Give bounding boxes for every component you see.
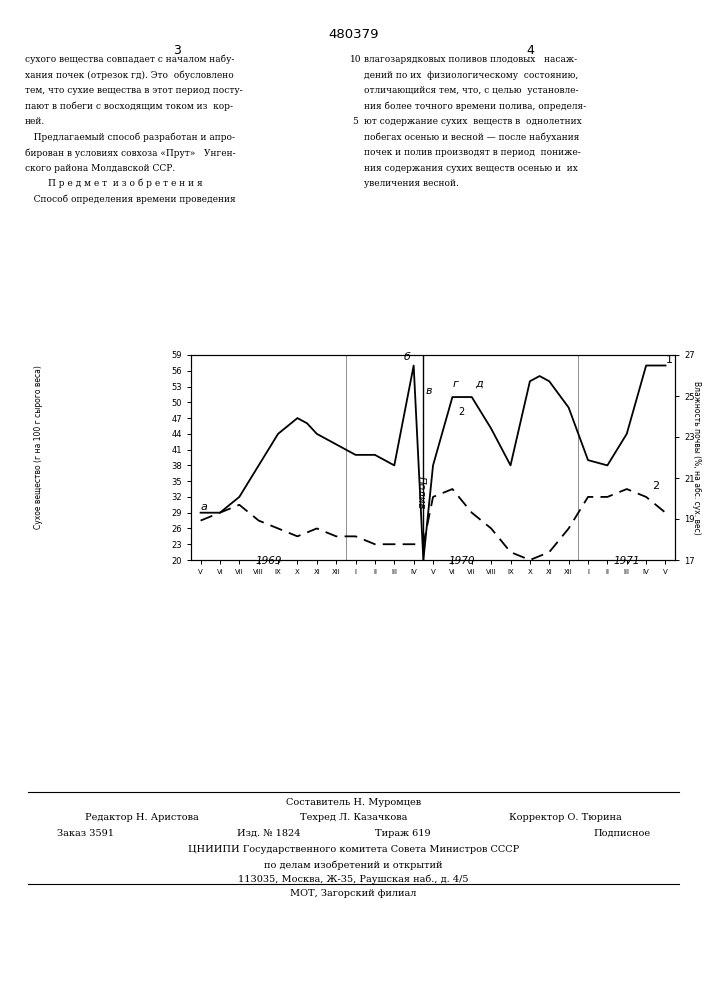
Text: 4: 4 [526,44,534,57]
Text: 2: 2 [652,481,659,491]
Text: ют содержание сухих  веществ в  однолетних: ют содержание сухих веществ в однолетних [364,117,582,126]
Text: хания почек (отрезок гд). Это  обусловлено: хания почек (отрезок гд). Это обусловлен… [25,70,233,80]
Text: 1971: 1971 [614,556,640,566]
Text: побегах осенью и весной — после набухания: побегах осенью и весной — после набухани… [364,133,580,142]
Text: 10: 10 [350,55,361,64]
Text: бирован в условиях совхоза «Прут»   Унген-: бирован в условиях совхоза «Прут» Унген- [25,148,235,157]
Text: ЦНИИПИ Государственного комитета Совета Министров СССР: ЦНИИПИ Государственного комитета Совета … [188,845,519,854]
Text: увеличения весной.: увеличения весной. [364,179,459,188]
Text: Заказ 3591: Заказ 3591 [57,829,114,838]
Text: г: г [452,379,458,389]
Text: Полив: Полив [416,476,426,510]
Text: 480379: 480379 [328,28,379,41]
Text: Способ определения времени проведения: Способ определения времени проведения [25,195,235,204]
Text: Техред Л. Казачкова: Техред Л. Казачкова [300,813,407,822]
Text: Подписное: Подписное [593,829,650,838]
Text: Тираж 619: Тираж 619 [375,829,431,838]
Text: д: д [476,379,484,389]
Text: Изд. № 1824: Изд. № 1824 [237,829,300,838]
Text: 1969: 1969 [255,556,281,566]
Text: почек и полив производят в период  пониже-: почек и полив производят в период пониже… [364,148,581,157]
Text: Сухое вещество (г на 100 г сырого веса): Сухое вещество (г на 100 г сырого веса) [35,366,43,529]
Text: по делам изобретений и открытий: по делам изобретений и открытий [264,860,443,870]
Text: ния содержания сухих веществ осенью и  их: ния содержания сухих веществ осенью и их [364,164,578,173]
Text: П р е д м е т  и з о б р е т е н и я: П р е д м е т и з о б р е т е н и я [25,179,202,188]
Text: МОТ, Загорский филиал: МОТ, Загорский филиал [291,889,416,898]
Text: отличающийся тем, что, с целью  установле-: отличающийся тем, что, с целью установле… [364,86,578,95]
Text: ния более точного времени полива, определя-: ния более точного времени полива, опреде… [364,102,586,111]
Text: 5: 5 [353,117,358,126]
Text: а: а [201,502,207,512]
Text: ского района Молдавской ССР.: ского района Молдавской ССР. [25,164,175,173]
Text: Влажность почвы (%, на абс. сух. вес): Влажность почвы (%, на абс. сух. вес) [692,381,701,534]
Text: Редактор Н. Аристова: Редактор Н. Аристова [85,813,199,822]
Text: ней.: ней. [25,117,45,126]
Text: сухого вещества совпадает с началом набу-: сухого вещества совпадает с началом набу… [25,55,234,64]
Text: Корректор О. Тюрина: Корректор О. Тюрина [510,813,622,822]
Text: в: в [426,386,432,396]
Text: 3: 3 [173,44,181,57]
Text: влагозарядковых поливов плодовых   насаж-: влагозарядковых поливов плодовых насаж- [364,55,577,64]
Text: 2: 2 [458,407,464,417]
Text: Составитель Н. Муромцев: Составитель Н. Муромцев [286,798,421,807]
Text: 1970: 1970 [449,556,475,566]
Text: дений по их  физиологическому  состоянию,: дений по их физиологическому состоянию, [364,70,578,80]
Text: б: б [404,352,411,362]
Text: Предлагаемый способ разработан и апро-: Предлагаемый способ разработан и апро- [25,133,235,142]
Text: 113035, Москва, Ж-35, Раушская наб., д. 4/5: 113035, Москва, Ж-35, Раушская наб., д. … [238,875,469,885]
Text: тем, что сухие вещества в этот период посту-: тем, что сухие вещества в этот период по… [25,86,243,95]
Text: 1: 1 [665,355,672,365]
Text: пают в побеги с восходящим током из  кор-: пают в побеги с восходящим током из кор- [25,102,233,111]
